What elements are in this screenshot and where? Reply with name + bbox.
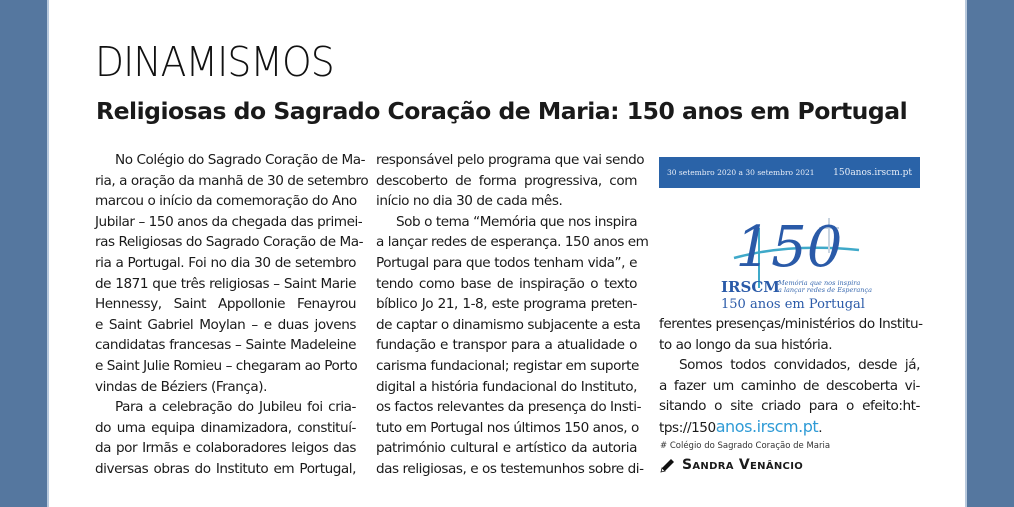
right-margin-band bbox=[965, 0, 1014, 507]
author-name: Sandra Venâncio bbox=[682, 457, 804, 473]
text-line: diversas obras do Instituto em Portugal, bbox=[95, 460, 356, 477]
image-dates: 30 setembro 2020 a 30 setembro 2021 bbox=[667, 168, 815, 177]
photo-credit: # Colégio do Sagrado Coração de Maria bbox=[660, 441, 831, 451]
logo-motto-1: Memória que nos inspira bbox=[777, 279, 860, 287]
headline: Religiosas do Sagrado Coração de Maria: … bbox=[96, 97, 908, 125]
text-line: início no dia 30 de cada mês. bbox=[376, 193, 563, 210]
text-line: marcou o início da comemoração do Ano bbox=[95, 193, 357, 210]
text-line: Hennessy, Saint Appollonie Fenayrou bbox=[95, 296, 356, 313]
image-banner: 30 setembro 2020 a 30 setembro 2021 150a… bbox=[659, 157, 920, 188]
text-line: os factos relevantes da presença do Inst… bbox=[376, 399, 642, 416]
logo-subtitle: 150 anos em Portugal bbox=[721, 297, 865, 312]
text-line: to ao longo da sua história. bbox=[659, 336, 833, 353]
left-margin-band bbox=[0, 0, 49, 507]
section-title: DINAMISMOS bbox=[95, 38, 335, 86]
jubilee-logo-image: 30 setembro 2020 a 30 setembro 2021 150a… bbox=[659, 157, 920, 315]
image-url: 150anos.irscm.pt bbox=[833, 167, 912, 178]
text-line: Para a celebração do Jubileu foi cria- bbox=[115, 399, 356, 416]
text-line: No Colégio do Sagrado Coração de Ma- bbox=[115, 152, 366, 168]
logo-motto-2: a lançar redes de Esperança bbox=[778, 286, 872, 294]
text-line: candidatas francesas – Sainte Madeleine bbox=[95, 337, 356, 354]
article-column-3: ferentes presenças/ministérios do Instit… bbox=[659, 314, 923, 439]
text-line: ria, a oração da manhã de 30 de setembro bbox=[95, 172, 369, 189]
text-line: tendo como base de inspiração o texto bbox=[376, 275, 637, 292]
text-line: e Saint Gabriel Moylan – e duas jovens bbox=[95, 316, 356, 333]
pencil-icon bbox=[660, 459, 674, 473]
text-line: de 1871 que três religiosas – Saint Mari… bbox=[95, 275, 356, 292]
text-line: descoberto de forma progressiva, com bbox=[376, 172, 637, 189]
text-line: carisma fundacional; registar em suporte bbox=[376, 357, 639, 374]
article-column-1: No Colégio do Sagrado Coração de Ma-ria,… bbox=[95, 150, 369, 480]
text-line: responsável pelo programa que vai sendo bbox=[376, 152, 645, 168]
text-line: de captar o dinamismo subjacente a esta bbox=[376, 316, 641, 333]
text-line: Portugal para que todos tenham vida”, e bbox=[376, 254, 637, 271]
text-line: ras Religiosas do Sagrado Coração de Ma- bbox=[95, 234, 364, 251]
text-line: e Saint Julie Romieu – chegaram ao Porto bbox=[95, 357, 358, 374]
text-line: Jubilar – 150 anos da chegada das primei… bbox=[95, 213, 363, 230]
text-line: do uma equipa dinamizadora, constituí- bbox=[95, 419, 356, 436]
logo-number: 150 bbox=[736, 215, 843, 280]
text-line: sitando o site criado para o efeito:ht- bbox=[659, 398, 920, 415]
text-line: a lançar redes de esperança. 150 anos em bbox=[376, 234, 649, 251]
text-line: património cultural e artístico da autor… bbox=[376, 440, 637, 457]
text-line: fundação e transpor para a atualidade o bbox=[376, 337, 637, 354]
site-link[interactable]: anos.irscm.pt bbox=[715, 416, 819, 436]
text-line: Somos todos convidados, desde já, bbox=[679, 357, 920, 374]
text-line: tuto em Portugal nos últimos 150 anos, o bbox=[376, 419, 639, 436]
url-prefix: tps://150 bbox=[659, 419, 716, 436]
text-line: digital a história fundacional do Instit… bbox=[376, 378, 637, 395]
text-line: da por Irmãs e colaboradores leigos das bbox=[95, 440, 356, 457]
text-line: vindas de Béziers (França). bbox=[95, 378, 268, 395]
text-line: ria a Portugal. Foi no dia 30 de setembr… bbox=[95, 254, 356, 271]
text-line: Sob o tema “Memória que nos inspira bbox=[396, 213, 638, 230]
url-suffix: . bbox=[818, 419, 823, 436]
text-line: ferentes presenças/ministérios do Instit… bbox=[659, 316, 923, 332]
text-line: bíblico Jo 21, 1-8, este programa preten… bbox=[376, 296, 637, 313]
logo-org: IRSCM bbox=[721, 278, 780, 296]
text-line: tps://150anos.irscm.pt. bbox=[659, 417, 920, 439]
author-byline: Sandra Venâncio bbox=[660, 457, 803, 473]
text-line: das religiosas, e os testemunhos sobre d… bbox=[376, 460, 644, 477]
logo-graphic: 150 IRSCM Memória que nos inspira a lanç… bbox=[721, 215, 872, 312]
text-line: a fazer um caminho de descoberta vi- bbox=[659, 377, 920, 394]
article-column-2: responsável pelo programa que vai sendo d… bbox=[376, 150, 649, 480]
